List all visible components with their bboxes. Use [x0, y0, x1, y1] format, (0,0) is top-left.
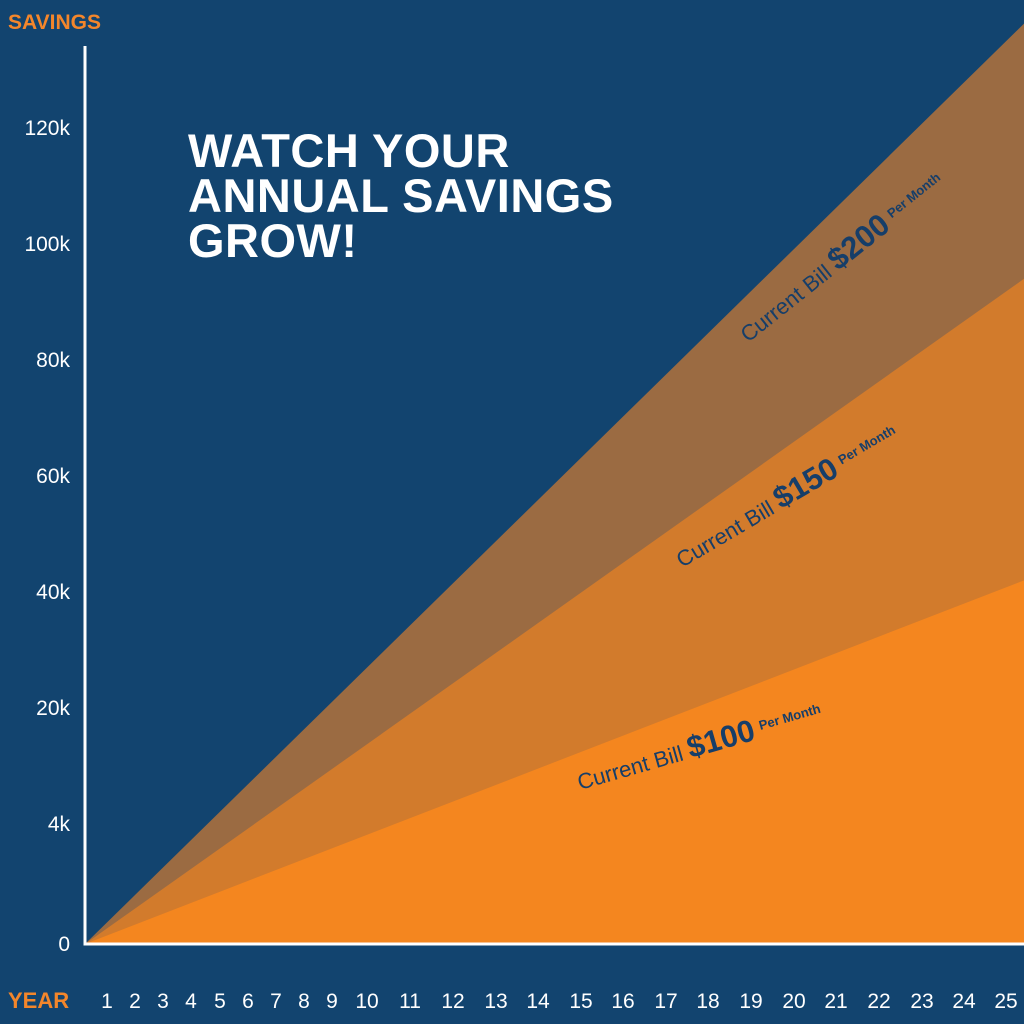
chart-title-line: ANNUAL SAVINGS [188, 169, 614, 222]
x-tick-label: 24 [952, 990, 976, 1013]
x-tick-label: 5 [214, 990, 226, 1013]
chart-title: WATCH YOUR ANNUAL SAVINGS GROW! [188, 124, 708, 267]
y-tick-labels: 0 4k 20k 40k 60k 80k 100k 120k [24, 117, 70, 956]
x-tick-label: 6 [242, 990, 254, 1013]
x-tick-label: 19 [739, 990, 762, 1013]
x-tick-label: 12 [441, 990, 464, 1013]
x-tick-labels: 1 2 3 4 5 6 7 8 9 10 11 12 13 14 15 16 17 18 19 20 21 22 23 24 2… [101, 990, 1018, 1013]
area-band-100 [85, 580, 1024, 944]
y-tick-label: 60k [36, 465, 70, 488]
x-tick-label: 21 [824, 990, 847, 1013]
y-axis-label: SAVINGS [8, 11, 101, 34]
y-tick-label: 120k [24, 117, 70, 140]
x-tick-label: 3 [157, 990, 169, 1013]
x-tick-label: 16 [611, 990, 634, 1013]
y-tick-label: 100k [24, 233, 70, 256]
x-tick-label: 10 [355, 990, 378, 1013]
x-tick-label: 13 [484, 990, 507, 1013]
x-tick-label: 1 [101, 990, 113, 1013]
x-tick-label: 11 [399, 990, 421, 1013]
x-tick-label: 14 [526, 990, 550, 1013]
x-tick-label: 9 [326, 990, 338, 1013]
x-tick-label: 23 [910, 990, 933, 1013]
y-tick-label: 0 [58, 933, 70, 956]
area-bands [85, 23, 1024, 945]
x-tick-label: 7 [270, 990, 282, 1013]
y-tick-label: 80k [36, 349, 70, 372]
x-tick-label: 8 [298, 990, 310, 1013]
x-tick-label: 22 [867, 990, 890, 1013]
y-tick-label: 4k [48, 813, 71, 836]
x-tick-label: 4 [185, 990, 197, 1013]
x-tick-label: 17 [654, 990, 677, 1013]
x-axis-label: YEAR [8, 988, 69, 1013]
chart-title-line: GROW! [188, 214, 358, 267]
axes [83, 46, 1024, 946]
y-tick-label: 40k [36, 581, 70, 604]
x-tick-label: 2 [129, 990, 141, 1013]
x-tick-label: 18 [696, 990, 719, 1013]
y-tick-label: 20k [36, 697, 70, 720]
x-tick-label: 15 [569, 990, 592, 1013]
x-tick-label: 20 [782, 990, 805, 1013]
x-tick-label: 25 [994, 990, 1017, 1013]
chart-title-line: WATCH YOUR [188, 124, 510, 177]
